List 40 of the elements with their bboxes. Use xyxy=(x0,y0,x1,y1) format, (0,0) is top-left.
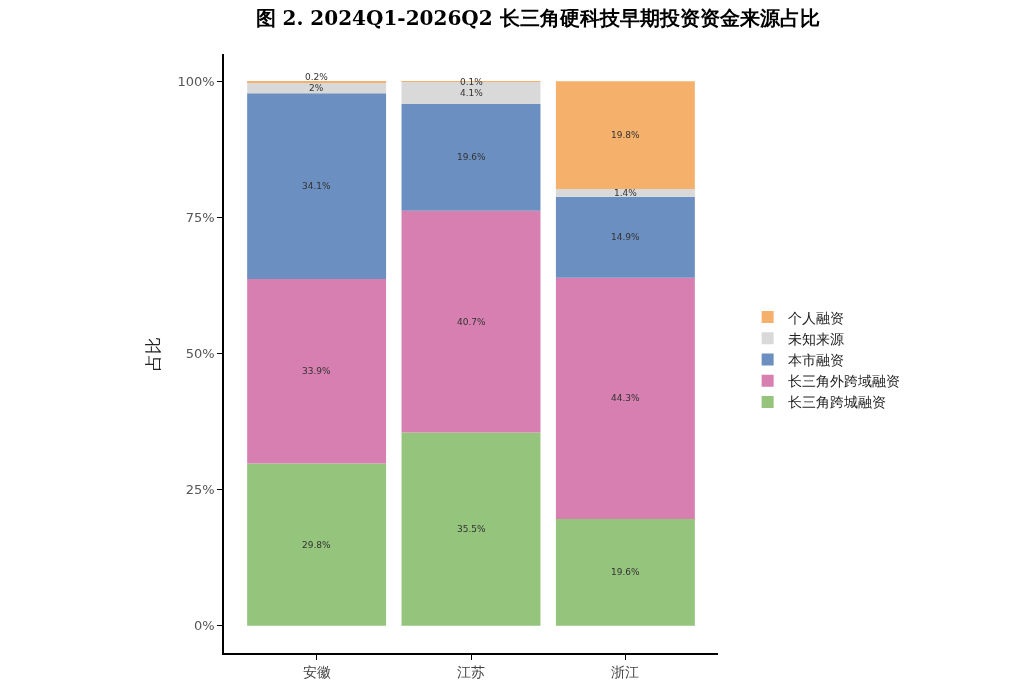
bar xyxy=(401,432,541,626)
data-label: 4.1% xyxy=(460,88,484,98)
data-label: 44.3% xyxy=(611,393,641,403)
y-tick-label: 100% xyxy=(177,73,215,89)
bar xyxy=(555,196,695,278)
data-label: 19.8% xyxy=(611,130,641,140)
data-label: 33.9% xyxy=(302,366,332,376)
chart-title: 图 2. 2024Q1-2026Q2 长三角硬科技早期投资资金来源占比 xyxy=(255,6,820,30)
x-tick-label: 江苏 xyxy=(457,663,485,680)
x-tick-label: 安徽 xyxy=(302,663,331,680)
y-tick-label: 50% xyxy=(185,346,215,362)
bar xyxy=(247,93,387,279)
legend-label: 本市融资 xyxy=(787,351,844,368)
legend-label: 长三角外跨域融资 xyxy=(787,373,900,390)
legend-label: 长三角跨城融资 xyxy=(787,394,886,411)
data-label: 40.7% xyxy=(457,317,487,327)
data-label: 0.2% xyxy=(305,72,329,82)
y-tick-label: 25% xyxy=(185,482,215,498)
data-label: 19.6% xyxy=(611,567,641,577)
y-tick-label: 75% xyxy=(185,209,215,225)
data-label: 1.4% xyxy=(614,188,638,198)
bar xyxy=(555,519,695,626)
data-label: 29.8% xyxy=(302,540,332,550)
y-tick-label: 0% xyxy=(194,618,215,634)
bar xyxy=(401,210,541,433)
bar xyxy=(401,104,541,211)
bar xyxy=(555,189,695,197)
bar xyxy=(555,81,695,190)
legend-label: 个人融资 xyxy=(787,309,844,326)
data-label: 2% xyxy=(309,83,324,93)
bar xyxy=(555,277,695,520)
data-label: 19.6% xyxy=(457,152,487,162)
data-label: 34.1% xyxy=(302,181,332,191)
data-label: 35.5% xyxy=(457,524,487,534)
legend-label: 未知来源 xyxy=(787,330,844,347)
bar xyxy=(247,278,387,464)
data-label: 14.9% xyxy=(611,232,641,242)
x-tick-label: 浙江 xyxy=(611,663,640,680)
y-axis-title: 占比 xyxy=(142,336,163,371)
bar xyxy=(247,463,387,626)
